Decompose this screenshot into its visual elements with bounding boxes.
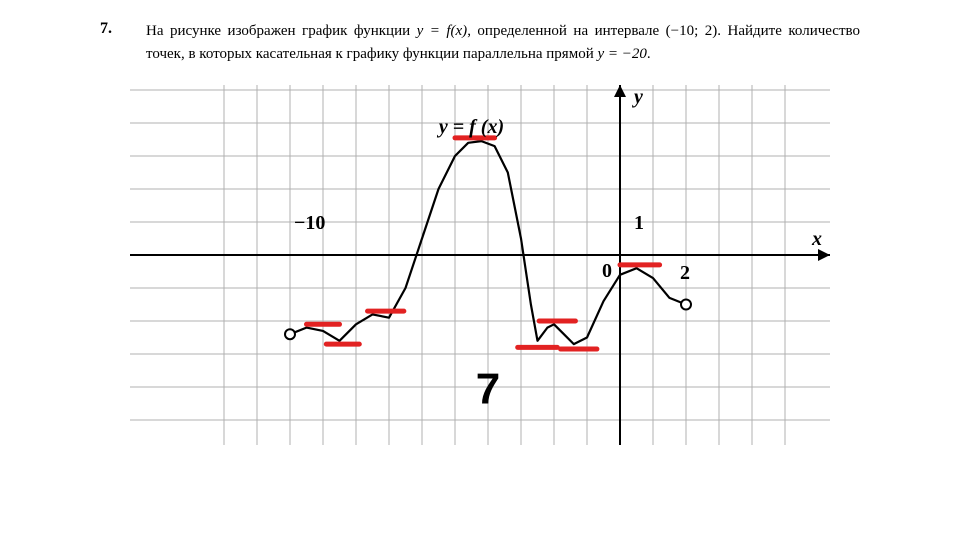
svg-text:x: x bbox=[811, 228, 822, 250]
problem-text: На рисунке изображен график функции y = … bbox=[146, 20, 860, 65]
eq2: y = −20 bbox=[597, 46, 646, 62]
svg-text:1: 1 bbox=[634, 212, 644, 234]
svg-text:y: y bbox=[632, 86, 643, 108]
svg-text:2: 2 bbox=[680, 262, 690, 284]
text-suffix: . bbox=[647, 46, 651, 62]
svg-text:0: 0 bbox=[602, 260, 612, 282]
svg-text:y = f (x): y = f (x) bbox=[437, 116, 504, 138]
svg-text:7: 7 bbox=[476, 365, 500, 414]
chart-container: y x y = f (x) −10 1 0 2 7 bbox=[130, 85, 830, 445]
text-prefix: На рисунке изображен график функции bbox=[146, 23, 417, 39]
function-chart: y x y = f (x) −10 1 0 2 7 bbox=[130, 85, 830, 445]
problem-number: 7. bbox=[100, 20, 130, 65]
svg-text:−10: −10 bbox=[294, 212, 325, 234]
eq1: y = f(x) bbox=[417, 23, 468, 39]
